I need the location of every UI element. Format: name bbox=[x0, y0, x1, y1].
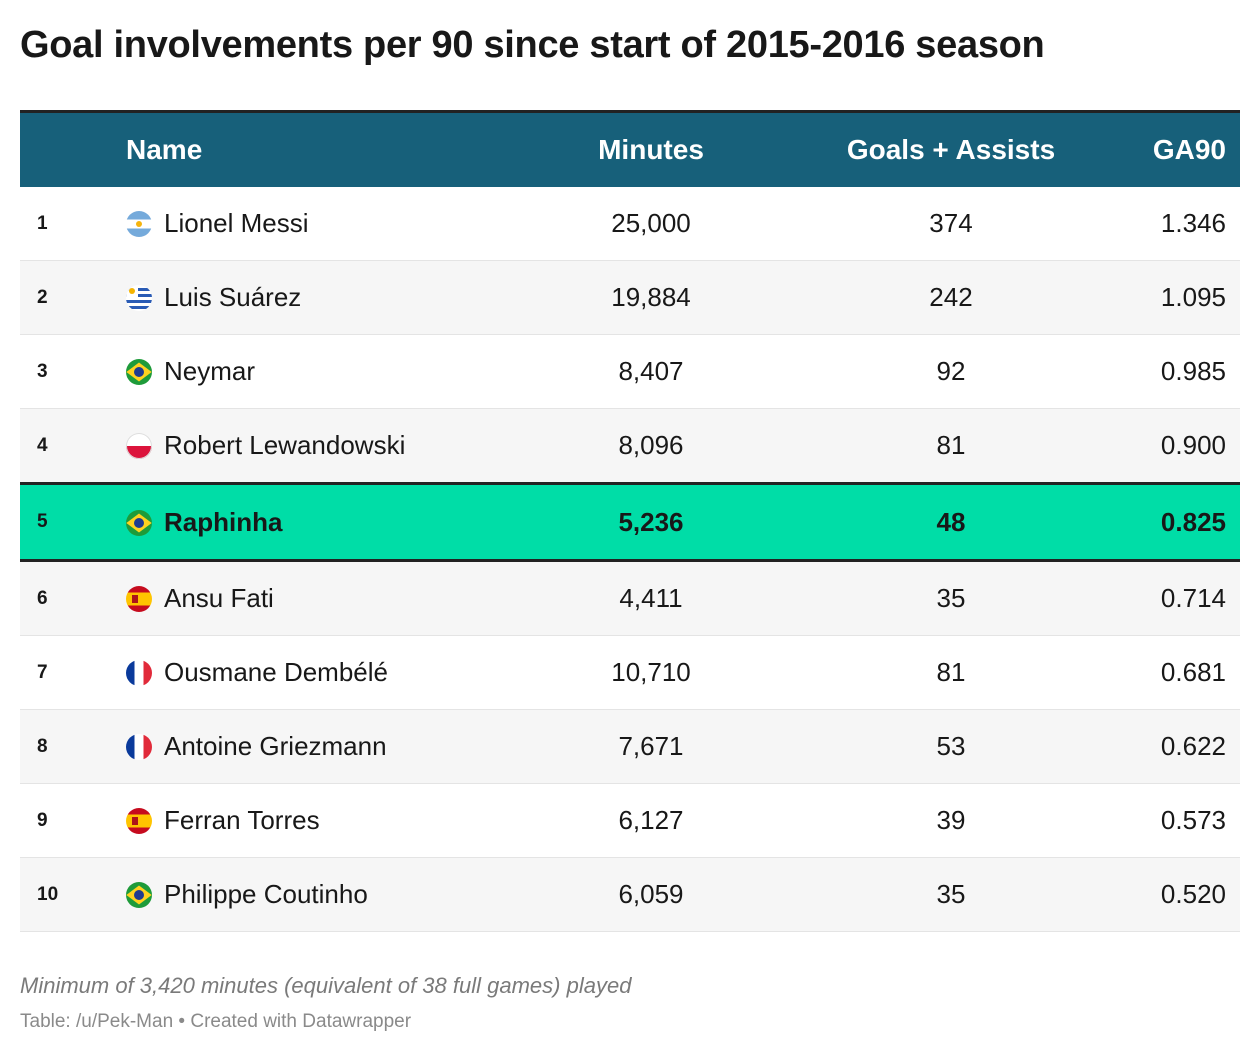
ga90-cell: 1.346 bbox=[1106, 187, 1240, 261]
minutes-cell: 25,000 bbox=[506, 187, 796, 261]
minutes-cell: 8,407 bbox=[506, 334, 796, 409]
goals-assists-cell: 48 bbox=[796, 482, 1106, 562]
header-name: Name bbox=[120, 110, 506, 187]
name-cell: Ousmane Dembélé bbox=[120, 635, 506, 710]
spain-flag-icon bbox=[126, 808, 152, 834]
player-name: Philippe Coutinho bbox=[164, 879, 368, 909]
player-name: Lionel Messi bbox=[164, 208, 309, 238]
poland-flag-icon bbox=[126, 433, 152, 459]
rank-cell: 3 bbox=[20, 334, 120, 409]
ga90-cell: 0.714 bbox=[1106, 560, 1240, 636]
goals-assists-cell: 39 bbox=[796, 783, 1106, 858]
table-row: 6 Ansu Fati 4,411 35 0.714 bbox=[20, 560, 1240, 636]
ga90-cell: 0.681 bbox=[1106, 635, 1240, 710]
footnote: Minimum of 3,420 minutes (equivalent of … bbox=[20, 973, 632, 998]
name-cell: Antoine Griezmann bbox=[120, 709, 506, 784]
chart-title: Goal involvements per 90 since start of … bbox=[20, 24, 1045, 66]
rank-cell: 8 bbox=[20, 709, 120, 784]
rank-cell: 1 bbox=[20, 187, 120, 261]
player-name: Antoine Griezmann bbox=[164, 731, 387, 761]
minutes-cell: 7,671 bbox=[506, 709, 796, 784]
argentina-flag-icon bbox=[126, 211, 152, 237]
player-name: Robert Lewandowski bbox=[164, 430, 406, 460]
player-name: Luis Suárez bbox=[164, 282, 302, 312]
table-row: 4 Robert Lewandowski 8,096 81 0.900 bbox=[20, 408, 1240, 484]
ga90-cell: 0.825 bbox=[1106, 482, 1240, 562]
name-cell: Lionel Messi bbox=[120, 187, 506, 261]
table-row: 8 Antoine Griezmann 7,671 53 0.622 bbox=[20, 709, 1240, 784]
brazil-flag-icon bbox=[126, 509, 152, 536]
header-minutes: Minutes bbox=[506, 110, 796, 187]
france-flag-icon bbox=[126, 660, 152, 686]
france-flag-icon bbox=[126, 734, 152, 760]
uruguay-flag-icon bbox=[126, 285, 152, 311]
brazil-flag-icon bbox=[126, 359, 152, 385]
minutes-cell: 4,411 bbox=[506, 560, 796, 636]
goals-assists-cell: 242 bbox=[796, 260, 1106, 335]
table-header: Name Minutes Goals + Assists GA90 bbox=[20, 110, 1240, 187]
minutes-cell: 8,096 bbox=[506, 408, 796, 484]
table-row: 9 Ferran Torres 6,127 39 0.573 bbox=[20, 783, 1240, 858]
goals-assists-cell: 81 bbox=[796, 408, 1106, 484]
ga90-cell: 0.573 bbox=[1106, 783, 1240, 858]
goals-assists-cell: 374 bbox=[796, 187, 1106, 261]
name-cell: Raphinha bbox=[120, 482, 506, 562]
table-row: 1 Lionel Messi 25,000 374 1.346 bbox=[20, 187, 1240, 261]
header-rank bbox=[20, 110, 120, 187]
rank-cell: 10 bbox=[20, 857, 120, 932]
spain-flag-icon bbox=[126, 586, 152, 612]
rank-cell: 5 bbox=[20, 482, 120, 562]
name-cell: Luis Suárez bbox=[120, 260, 506, 335]
rank-cell: 4 bbox=[20, 408, 120, 484]
source-credit: Table: /u/Pek-Man • Created with Datawra… bbox=[20, 1011, 412, 1032]
table-row: 10 Philippe Coutinho 6,059 35 0.520 bbox=[20, 857, 1240, 932]
table-row: 3 Neymar 8,407 92 0.985 bbox=[20, 334, 1240, 409]
ga90-cell: 0.900 bbox=[1106, 408, 1240, 484]
minutes-cell: 5,236 bbox=[506, 482, 796, 562]
name-cell: Neymar bbox=[120, 334, 506, 409]
header-goals-assists: Goals + Assists bbox=[796, 110, 1106, 187]
goals-assists-cell: 53 bbox=[796, 709, 1106, 784]
table-row: 2 Luis Suárez 19,884 242 1.095 bbox=[20, 260, 1240, 335]
rank-cell: 9 bbox=[20, 783, 120, 858]
brazil-flag-icon bbox=[126, 882, 152, 908]
table-row: 7 Ousmane Dembélé 10,710 81 0.681 bbox=[20, 635, 1240, 710]
player-name: Ansu Fati bbox=[164, 583, 274, 613]
ga90-cell: 0.622 bbox=[1106, 709, 1240, 784]
minutes-cell: 10,710 bbox=[506, 635, 796, 710]
header-ga90: GA90 bbox=[1106, 110, 1240, 187]
player-name: Ousmane Dembélé bbox=[164, 657, 388, 687]
ga90-cell: 1.095 bbox=[1106, 260, 1240, 335]
player-name: Raphinha bbox=[164, 506, 283, 537]
name-cell: Robert Lewandowski bbox=[120, 408, 506, 484]
ga90-cell: 0.985 bbox=[1106, 334, 1240, 409]
goals-assists-cell: 92 bbox=[796, 334, 1106, 409]
goals-assists-cell: 35 bbox=[796, 560, 1106, 636]
minutes-cell: 19,884 bbox=[506, 260, 796, 335]
rank-cell: 6 bbox=[20, 560, 120, 636]
minutes-cell: 6,127 bbox=[506, 783, 796, 858]
chart-container: Goal involvements per 90 since start of … bbox=[20, 0, 1240, 1034]
name-cell: Philippe Coutinho bbox=[120, 857, 506, 932]
player-name: Ferran Torres bbox=[164, 805, 320, 835]
header-row: Name Minutes Goals + Assists GA90 bbox=[20, 110, 1240, 187]
data-table: Name Minutes Goals + Assists GA90 1 Lione… bbox=[20, 110, 1240, 932]
name-cell: Ferran Torres bbox=[120, 783, 506, 858]
name-cell: Ansu Fati bbox=[120, 560, 506, 636]
table-body: 1 Lionel Messi 25,000 374 1.346 2 Luis Suárez 1… bbox=[20, 187, 1240, 932]
player-name: Neymar bbox=[164, 356, 256, 386]
ga90-cell: 0.520 bbox=[1106, 857, 1240, 932]
goals-assists-cell: 81 bbox=[796, 635, 1106, 710]
goals-assists-cell: 35 bbox=[796, 857, 1106, 932]
minutes-cell: 6,059 bbox=[506, 857, 796, 932]
table-row: 5 Raphinha 5,236 48 0.825 bbox=[20, 482, 1240, 562]
rank-cell: 7 bbox=[20, 635, 120, 710]
rank-cell: 2 bbox=[20, 260, 120, 335]
